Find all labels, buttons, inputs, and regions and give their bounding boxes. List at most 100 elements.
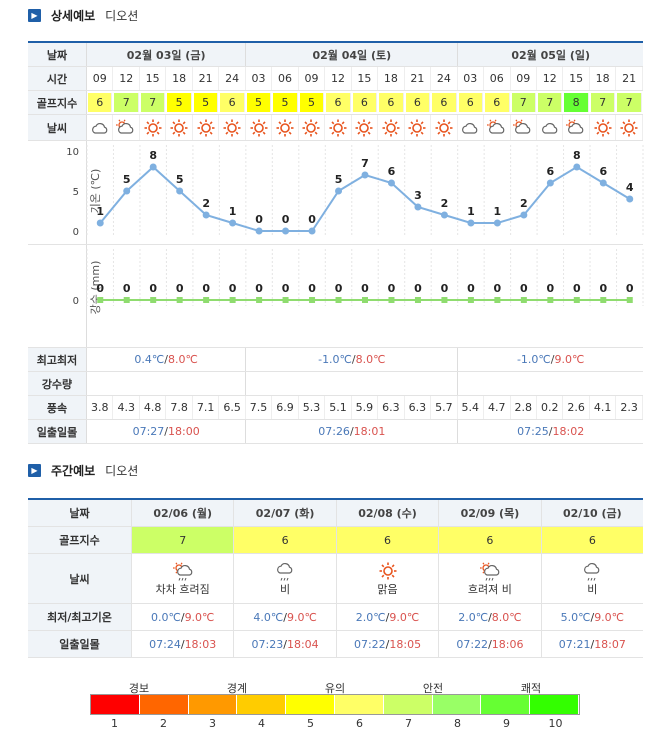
- data-label: 0: [467, 282, 475, 295]
- wind-cell: 2.8: [511, 396, 537, 419]
- legend-swatch: [188, 695, 238, 714]
- sun-label: 일출일몰: [28, 420, 87, 443]
- rain-cloud-sun-icon: [172, 562, 193, 581]
- golf-index-cell: 6: [432, 93, 457, 112]
- golf-index-cell: 6: [405, 93, 431, 112]
- data-point: [626, 297, 633, 303]
- sun-icon: [382, 119, 400, 136]
- time-cell: 06: [272, 67, 299, 90]
- weather-icon-cell: [431, 115, 458, 140]
- wind-label: 풍속: [28, 396, 87, 419]
- weather-label: 날씨: [28, 115, 87, 140]
- weather-icon-cell: [87, 115, 114, 140]
- data-label: 5: [176, 173, 184, 186]
- sun-icon: [379, 562, 397, 579]
- golf-index-cell: 6: [220, 93, 245, 112]
- separator: /: [385, 610, 390, 624]
- time-cell: 24: [219, 67, 246, 90]
- weekly-golf-label: 골프지수: [28, 527, 131, 553]
- max-temp: 8.0℃: [355, 353, 386, 366]
- weekly-temp-cell: 0.0℃/9.0℃: [131, 604, 233, 630]
- weekly-golf-cell: 7: [131, 527, 234, 553]
- weekly-date-label: 날짜: [28, 500, 131, 526]
- weekly-temp-cell: 2.0℃/9.0℃: [335, 604, 438, 630]
- wind-cell: 4.8: [140, 396, 167, 419]
- data-point: [97, 297, 104, 303]
- weather-icon-cell: [193, 115, 220, 140]
- separator: /: [180, 610, 185, 624]
- data-point: [626, 195, 634, 203]
- separator: /: [548, 425, 553, 438]
- weather-icon-cell: [219, 115, 246, 140]
- minmax-cells-cell: -1.0℃/8.0℃: [246, 348, 459, 371]
- day-header: 02월 03일 (금): [87, 43, 247, 66]
- weekly-date-row: 날짜 02/06 (월) 02/07 (화) 02/08 (수) 02/09 (목) 0…: [28, 500, 643, 527]
- max-temp: 9.0℃: [594, 610, 625, 624]
- minmax-cells-cell: 0.4℃/8.0℃: [87, 348, 247, 371]
- weather-icon-cell: [352, 115, 379, 140]
- detail-section-header: ▶ 상세예보 디오션: [28, 7, 138, 24]
- data-label: 1: [229, 205, 237, 218]
- sunset-time: 18:06: [491, 637, 524, 651]
- separator: /: [164, 353, 168, 366]
- data-point: [547, 297, 554, 303]
- separator: /: [488, 637, 492, 651]
- wind-cell: 4.3: [113, 396, 140, 419]
- wind-cell: 6.3: [405, 396, 432, 419]
- y-tick-label: 5: [73, 187, 79, 198]
- data-label: 5: [335, 173, 343, 186]
- weekly-date-cell: 02/10 (금): [540, 500, 643, 526]
- time-cell: 15: [352, 67, 379, 90]
- weekly-weather-label: 날씨: [28, 554, 131, 603]
- weekly-sun-row: 일출일몰 07:24/18:03 07:23/18:04 07:22/18:05 07…: [28, 631, 643, 658]
- weather-desc: 흐려져 비: [467, 582, 512, 596]
- max-temp: 8.0℃: [491, 610, 522, 624]
- wind-cell: 7.5: [246, 396, 273, 419]
- cloud-icon: [462, 122, 478, 134]
- weather-desc: 맑음: [377, 582, 398, 596]
- sunset-time: 18:02: [552, 425, 585, 438]
- weekly-weather-cell: 흐려져 비: [438, 554, 540, 603]
- golf-index-cell: 7: [114, 93, 139, 112]
- weekly-weather-cell: 맑음: [335, 554, 438, 603]
- data-label: 6: [599, 165, 607, 178]
- data-point: [520, 297, 527, 303]
- wind-cell: 4.1: [590, 396, 617, 419]
- time-cell: 06: [484, 67, 511, 90]
- weather-icon-cell: [484, 115, 511, 140]
- weekly-weather-cell: 비: [233, 554, 335, 603]
- data-point: [255, 227, 263, 235]
- golf-index-cell: 7: [140, 93, 166, 112]
- golf-index-cell: 7: [537, 93, 563, 112]
- rain-chart-row: 강수 (mm) 0 0 0 0 0 0 0 0 0 0 0 0 0 0 0 0 0 0 0 0 0 0: [28, 245, 644, 348]
- minmax-label: 최고최저: [28, 348, 87, 371]
- time-cell: 09: [299, 67, 326, 90]
- data-label: 0: [96, 282, 104, 295]
- data-label: 5: [123, 173, 131, 186]
- data-label: 2: [441, 197, 449, 210]
- legend-swatch: [481, 695, 531, 714]
- data-point: [573, 297, 580, 303]
- precip-cells-cell: [458, 372, 643, 395]
- weekly-golf-cell: 6: [540, 527, 644, 553]
- weather-row: 날씨: [28, 115, 643, 141]
- rain-chart: 강수 (mm)00 0 0 0 0 0 0 0 0 0 0 0 0 0 0 0 0 0 0 0 0: [73, 249, 644, 314]
- time-cell: 12: [113, 67, 140, 90]
- separator: /: [590, 610, 595, 624]
- weather-icon-cell: [113, 115, 140, 140]
- time-cell: 24: [431, 67, 458, 90]
- legend-number: 6: [356, 717, 363, 730]
- data-point: [362, 297, 368, 303]
- wind-cell: 5.7: [431, 396, 458, 419]
- separator: /: [283, 610, 287, 624]
- sun-icon: [355, 119, 373, 136]
- weather-icon-cell: [325, 115, 352, 140]
- data-point: [335, 297, 342, 303]
- data-label: 0: [282, 213, 290, 226]
- wind-cell: 0.2: [537, 396, 564, 419]
- separator: /: [283, 637, 287, 651]
- weekly-golf-cell: 6: [335, 527, 439, 553]
- weekly-weather-cell: 차차 흐려짐: [131, 554, 233, 603]
- weather-icon-cell: [166, 115, 193, 140]
